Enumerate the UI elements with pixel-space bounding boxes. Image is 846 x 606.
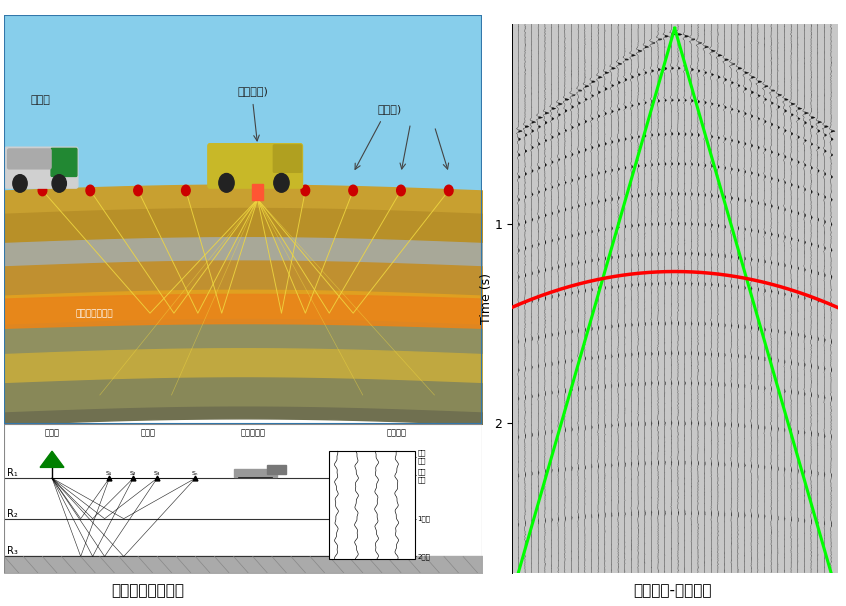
Text: 1反射: 1反射 (418, 515, 431, 522)
Bar (267, 465, 286, 474)
Text: 爆炸点: 爆炸点 (45, 428, 59, 437)
Text: S₁: S₁ (106, 471, 112, 476)
Text: 可控震源): 可控震源) (238, 86, 268, 96)
FancyBboxPatch shape (5, 147, 78, 188)
Text: 地震记录: 地震记录 (386, 428, 406, 437)
Text: S₂: S₂ (129, 471, 136, 476)
Circle shape (134, 185, 142, 196)
Text: 听诊结果-地震记录: 听诊结果-地震记录 (634, 583, 711, 598)
Circle shape (301, 185, 310, 196)
Text: 接收到的反射波: 接收到的反射波 (76, 309, 113, 318)
Text: 地震仪器车: 地震仪器车 (240, 428, 266, 437)
Bar (4, 15, 482, 190)
FancyBboxPatch shape (51, 148, 77, 176)
Circle shape (219, 173, 234, 192)
Y-axis label: Time (s): Time (s) (480, 273, 493, 324)
Circle shape (38, 185, 47, 196)
Circle shape (86, 185, 95, 196)
Circle shape (52, 175, 66, 192)
Circle shape (274, 173, 289, 192)
Circle shape (13, 175, 27, 192)
Text: R₃: R₃ (7, 547, 18, 556)
FancyBboxPatch shape (273, 145, 301, 172)
Text: 检波器: 检波器 (140, 428, 155, 437)
FancyBboxPatch shape (8, 149, 51, 169)
Circle shape (444, 185, 453, 196)
Circle shape (349, 185, 358, 196)
Circle shape (182, 185, 190, 196)
Text: 仪器车: 仪器车 (30, 95, 50, 105)
Text: 检波器): 检波器) (377, 104, 401, 113)
Circle shape (253, 185, 262, 196)
Text: 爆炸
讯号: 爆炸 讯号 (418, 450, 426, 464)
Text: 给大地听诊示意图: 给大地听诊示意图 (112, 583, 184, 598)
Text: R₁: R₁ (7, 468, 18, 478)
Text: 初层
射层: 初层 射层 (418, 468, 426, 482)
Text: 2反射: 2反射 (418, 553, 431, 560)
Circle shape (397, 185, 405, 196)
Text: S₃: S₃ (153, 471, 160, 476)
Text: R₂: R₂ (7, 508, 18, 519)
Bar (252, 184, 263, 201)
Bar (233, 469, 277, 477)
Polygon shape (40, 451, 64, 467)
Text: Sₙ: Sₙ (191, 471, 198, 476)
Bar (329, 451, 415, 559)
FancyBboxPatch shape (208, 144, 303, 188)
